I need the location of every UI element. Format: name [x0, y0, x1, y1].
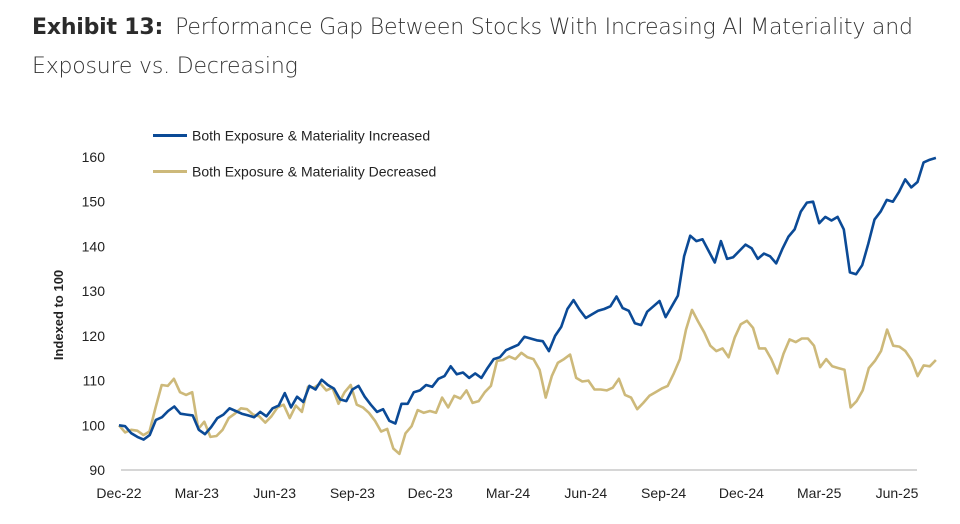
- x-tick-label: Dec-22: [96, 485, 141, 501]
- y-tick-label: 100: [82, 417, 106, 433]
- y-axis-label: Indexed to 100: [51, 270, 66, 360]
- series-line-increased: [118, 156, 937, 441]
- legend: Both Exposure & Materiality Increased Bo…: [153, 128, 436, 180]
- chart-title: Exhibit 13: Performance Gap Between Stock…: [32, 8, 952, 86]
- legend-label-decreased: Both Exposure & Materiality Decreased: [192, 164, 436, 180]
- x-tick-label: Mar-24: [486, 485, 531, 501]
- x-tick-label: Mar-25: [797, 485, 842, 501]
- y-tick-label: 120: [82, 328, 106, 344]
- exhibit-label: Exhibit 13:: [32, 15, 164, 40]
- x-tick-label: Jun-25: [876, 485, 919, 501]
- y-tick-label: 140: [82, 238, 106, 254]
- series-group: [118, 156, 937, 456]
- y-tick-label: 90: [89, 462, 105, 478]
- x-axis: Dec-22 Mar-23 Jun-23 Sep-23 Dec-23 Mar-24 Jun-…: [96, 485, 918, 501]
- title-text: Performance Gap Between Stocks With Incr…: [32, 15, 913, 79]
- legend-label-increased: Both Exposure & Materiality Increased: [192, 128, 430, 144]
- x-tick-label: Mar-23: [175, 485, 220, 501]
- x-tick-label: Dec-24: [719, 485, 764, 501]
- series-line-decreased: [118, 308, 937, 456]
- y-tick-label: 150: [82, 194, 106, 210]
- y-tick-label: 160: [82, 149, 106, 165]
- x-tick-label: Dec-23: [408, 485, 453, 501]
- x-tick-label: Sep-23: [330, 485, 375, 501]
- x-tick-label: Jun-23: [253, 485, 296, 501]
- y-tick-label: 130: [82, 283, 106, 299]
- x-tick-label: Jun-24: [564, 485, 607, 501]
- y-tick-label: 110: [83, 373, 106, 389]
- x-tick-label: Sep-24: [641, 485, 686, 501]
- y-axis: 90 100 110 120 130 140 150 160: [82, 149, 106, 478]
